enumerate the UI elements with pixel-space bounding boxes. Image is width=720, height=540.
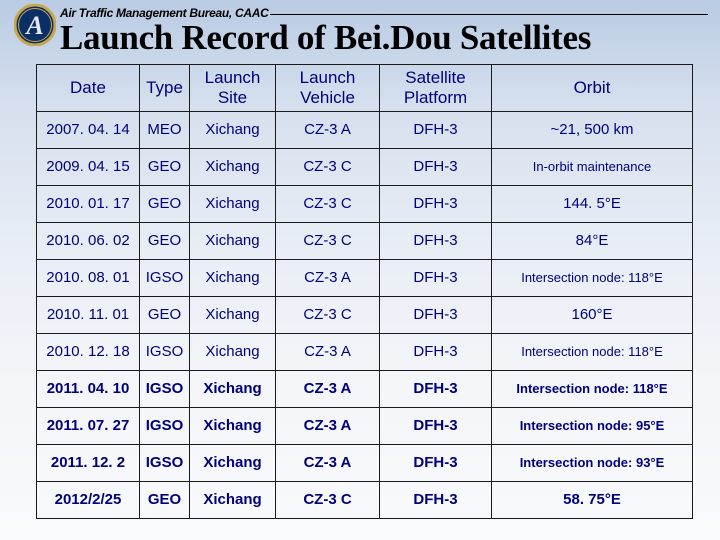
cell-orbit: ~21, 500 km [492, 112, 693, 149]
org-logo: A [14, 4, 56, 46]
cell-orbit: Intersection node: 118°E [492, 334, 693, 371]
cell-orbit: Intersection node: 118°E [492, 371, 693, 408]
table-row: 2010. 01. 17GEOXichangCZ-3 CDFH-3144. 5°… [37, 186, 693, 223]
col-date: Date [37, 65, 140, 112]
cell-orbit: Intersection node: 95°E [492, 408, 693, 445]
cell-orbit: Intersection node: 93°E [492, 445, 693, 482]
cell-date: 2011. 07. 27 [37, 408, 140, 445]
cell-date: 2011. 04. 10 [37, 371, 140, 408]
cell-plat: DFH-3 [380, 112, 492, 149]
cell-plat: DFH-3 [380, 297, 492, 334]
cell-plat: DFH-3 [380, 149, 492, 186]
cell-type: GEO [140, 223, 190, 260]
cell-site: Xichang [190, 334, 276, 371]
cell-site: Xichang [190, 482, 276, 519]
cell-plat: DFH-3 [380, 223, 492, 260]
cell-date: 2012/2/25 [37, 482, 140, 519]
cell-type: IGSO [140, 371, 190, 408]
cell-plat: DFH-3 [380, 371, 492, 408]
cell-type: GEO [140, 149, 190, 186]
col-site: Launch Site [190, 65, 276, 112]
page-title: Launch Record of Bei.Dou Satellites [60, 18, 710, 58]
table-row: 2012/2/25GEOXichangCZ-3 CDFH-358. 75°E [37, 482, 693, 519]
cell-plat: DFH-3 [380, 186, 492, 223]
cell-type: IGSO [140, 260, 190, 297]
cell-type: IGSO [140, 445, 190, 482]
org-name: Air Traffic Management Bureau, CAAC [60, 6, 268, 20]
cell-type: GEO [140, 482, 190, 519]
cell-site: Xichang [190, 371, 276, 408]
cell-veh: CZ-3 A [276, 408, 380, 445]
table-row: 2011. 07. 27IGSOXichangCZ-3 ADFH-3Inters… [37, 408, 693, 445]
cell-site: Xichang [190, 408, 276, 445]
cell-plat: DFH-3 [380, 445, 492, 482]
cell-veh: CZ-3 C [276, 297, 380, 334]
table-row: 2010. 06. 02GEOXichangCZ-3 CDFH-384°E [37, 223, 693, 260]
cell-plat: DFH-3 [380, 260, 492, 297]
cell-veh: CZ-3 A [276, 371, 380, 408]
cell-orbit: In-orbit maintenance [492, 149, 693, 186]
cell-site: Xichang [190, 149, 276, 186]
cell-site: Xichang [190, 112, 276, 149]
table-row: 2010. 08. 01IGSOXichangCZ-3 ADFH-3Inters… [37, 260, 693, 297]
table-row: 2011. 04. 10IGSOXichangCZ-3 ADFH-3Inters… [37, 371, 693, 408]
col-vehicle: Launch Vehicle [276, 65, 380, 112]
cell-site: Xichang [190, 297, 276, 334]
cell-site: Xichang [190, 223, 276, 260]
table-row: 2010. 12. 18IGSOXichangCZ-3 ADFH-3Inters… [37, 334, 693, 371]
cell-veh: CZ-3 C [276, 186, 380, 223]
slide: A Air Traffic Management Bureau, CAAC La… [0, 0, 720, 540]
col-type: Type [140, 65, 190, 112]
cell-date: 2010. 06. 02 [37, 223, 140, 260]
cell-orbit: 58. 75°E [492, 482, 693, 519]
cell-type: IGSO [140, 334, 190, 371]
cell-veh: CZ-3 A [276, 445, 380, 482]
cell-site: Xichang [190, 445, 276, 482]
cell-veh: CZ-3 C [276, 482, 380, 519]
table-header-row: Date Type Launch Site Launch Vehicle Sat… [37, 65, 693, 112]
cell-veh: CZ-3 A [276, 112, 380, 149]
cell-orbit: 84°E [492, 223, 693, 260]
table-row: 2010. 11. 01GEOXichangCZ-3 CDFH-3160°E [37, 297, 693, 334]
cell-orbit: 160°E [492, 297, 693, 334]
cell-date: 2010. 12. 18 [37, 334, 140, 371]
cell-date: 2007. 04. 14 [37, 112, 140, 149]
cell-plat: DFH-3 [380, 334, 492, 371]
cell-veh: CZ-3 A [276, 260, 380, 297]
cell-veh: CZ-3 C [276, 149, 380, 186]
svg-text:A: A [24, 11, 43, 40]
header-rule [270, 14, 708, 15]
cell-orbit: 144. 5°E [492, 186, 693, 223]
cell-type: GEO [140, 186, 190, 223]
col-orbit: Orbit [492, 65, 693, 112]
col-platform: Satellite Platform [380, 65, 492, 112]
cell-site: Xichang [190, 186, 276, 223]
cell-type: IGSO [140, 408, 190, 445]
cell-date: 2011. 12. 2 [37, 445, 140, 482]
cell-type: MEO [140, 112, 190, 149]
launch-table-wrap: Date Type Launch Site Launch Vehicle Sat… [36, 64, 692, 519]
cell-plat: DFH-3 [380, 482, 492, 519]
table-row: 2009. 04. 15GEOXichangCZ-3 CDFH-3In-orbi… [37, 149, 693, 186]
cell-date: 2010. 01. 17 [37, 186, 140, 223]
cell-date: 2010. 11. 01 [37, 297, 140, 334]
cell-date: 2010. 08. 01 [37, 260, 140, 297]
cell-orbit: Intersection node: 118°E [492, 260, 693, 297]
cell-plat: DFH-3 [380, 408, 492, 445]
launch-table: Date Type Launch Site Launch Vehicle Sat… [36, 64, 693, 519]
cell-site: Xichang [190, 260, 276, 297]
cell-type: GEO [140, 297, 190, 334]
table-row: 2007. 04. 14MEOXichangCZ-3 ADFH-3~21, 50… [37, 112, 693, 149]
cell-veh: CZ-3 C [276, 223, 380, 260]
table-row: 2011. 12. 2IGSOXichangCZ-3 ADFH-3Interse… [37, 445, 693, 482]
cell-veh: CZ-3 A [276, 334, 380, 371]
cell-date: 2009. 04. 15 [37, 149, 140, 186]
